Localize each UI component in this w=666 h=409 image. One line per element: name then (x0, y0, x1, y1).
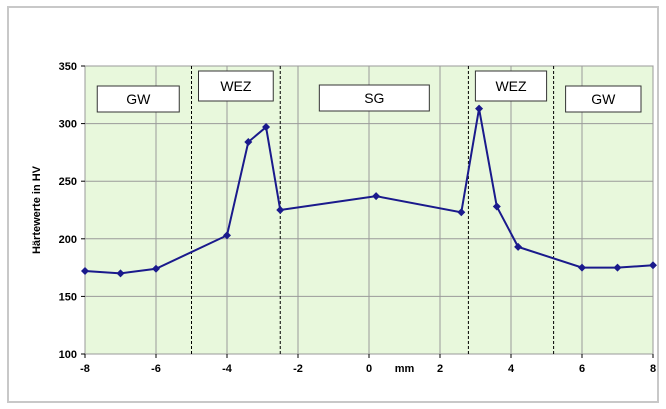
x-tick-label: 2 (437, 363, 443, 375)
y-tick-label: 250 (59, 176, 77, 188)
zone-box (318, 84, 430, 112)
y-tick-label: 200 (59, 234, 77, 246)
y-axis-label: Härtewerte in HV (31, 165, 43, 254)
data-point (262, 123, 271, 132)
data-point (475, 104, 484, 113)
data-point (152, 264, 160, 273)
y-tick-label: 300 (59, 119, 77, 131)
zone-dividers (191, 66, 555, 354)
data-point (514, 242, 523, 251)
zone-box (96, 85, 180, 113)
zone-box (198, 70, 274, 102)
zone-label: WEZ (495, 78, 527, 94)
x-tick-label: 6 (579, 363, 585, 375)
data-point (81, 267, 89, 276)
x-tick-label: 0 (366, 363, 372, 375)
data-point (457, 208, 466, 217)
data-point (578, 263, 586, 272)
zone-label: GW (126, 91, 151, 107)
data-point (372, 192, 381, 201)
series-layer (81, 104, 657, 278)
x-tick-label: 4 (508, 363, 515, 375)
zone-box (474, 70, 548, 102)
data-point (492, 202, 501, 211)
x-axis-label: mm (395, 363, 415, 375)
data-point (613, 263, 622, 272)
x-tick-label: -4 (222, 363, 233, 375)
x-tick-label: -2 (293, 363, 303, 375)
zone-label: WEZ (220, 78, 252, 94)
data-point (223, 231, 231, 240)
data-point (244, 138, 253, 147)
x-tick-label: 8 (650, 363, 656, 375)
gridlines (84, 65, 654, 355)
y-tick-label: 350 (59, 61, 77, 73)
x-tick-label: -6 (151, 363, 161, 375)
y-tick-label: 100 (59, 349, 77, 361)
data-point (649, 261, 657, 270)
zone-label: SG (364, 90, 384, 106)
y-tick-label: 150 (59, 291, 77, 303)
x-tick-label: -8 (80, 363, 90, 375)
data-point (276, 206, 285, 214)
data-point (116, 269, 125, 278)
zone-labels: GW WEZ SG WEZ GW (96, 70, 642, 113)
zone-box (565, 85, 642, 113)
zone-label: GW (591, 91, 616, 107)
axes: 100 150 200 250 300 350 -8 -6 -4 -2 0 2 4 6 8 mm (59, 61, 656, 375)
